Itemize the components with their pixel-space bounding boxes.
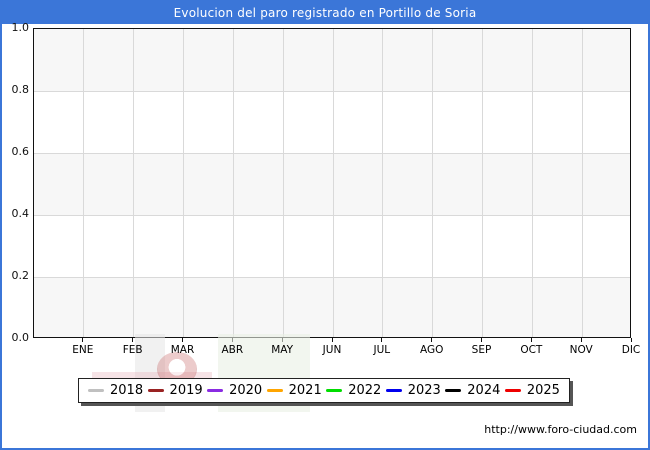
gridline-vertical xyxy=(183,29,184,337)
gridline-vertical xyxy=(332,29,334,337)
legend-swatch xyxy=(326,389,343,392)
legend: 2018 2019 2020 2021 2022 2023 2024 2025 xyxy=(78,378,570,403)
gridline-horizontal xyxy=(34,90,630,92)
x-axis-month-label: DIC xyxy=(621,344,641,356)
legend-year-label: 2025 xyxy=(526,383,560,398)
x-axis-tick xyxy=(281,338,283,342)
legend-item: 2021 xyxy=(266,383,322,398)
y-axis-tick-label: 0.0 xyxy=(11,331,30,344)
gridline-horizontal xyxy=(34,276,630,278)
gridline-vertical xyxy=(83,29,85,337)
gridline-vertical xyxy=(133,29,135,337)
x-axis-month-label: JUL xyxy=(373,344,391,356)
x-axis-month-label: ENE xyxy=(72,344,94,356)
x-axis-month-label: ABR xyxy=(221,344,244,356)
x-axis-tick xyxy=(530,338,532,342)
x-axis-month-label: AGO xyxy=(419,344,444,356)
plot-area xyxy=(33,28,631,338)
gridline-vertical xyxy=(382,29,384,337)
legend-swatch xyxy=(266,389,283,392)
x-axis-tick xyxy=(381,338,383,342)
legend-item: 2022 xyxy=(326,383,381,398)
gridline-vertical xyxy=(482,29,483,337)
gridline-vertical xyxy=(432,29,434,337)
legend-swatch xyxy=(88,389,104,392)
y-axis-tick-label: 1.0 xyxy=(11,21,30,34)
title-bar: Evolucion del paro registrado en Portill… xyxy=(2,2,648,24)
x-axis-month-label: NOV xyxy=(569,344,593,356)
legend-item: 2020 xyxy=(207,383,262,398)
legend-item: 2019 xyxy=(147,383,203,398)
legend-swatch xyxy=(504,389,521,392)
legend-year-label: 2020 xyxy=(229,383,263,398)
gridline-horizontal xyxy=(34,152,630,154)
legend-year-label: 2021 xyxy=(288,383,322,398)
legend-item: 2024 xyxy=(445,383,500,398)
legend-item: 2018 xyxy=(88,383,143,398)
x-axis-tick xyxy=(431,338,433,342)
gridline-vertical xyxy=(232,29,234,337)
x-axis-month-label: OCT xyxy=(520,344,543,356)
x-axis-tick xyxy=(481,338,482,342)
x-axis-month-label: MAR xyxy=(170,344,195,356)
legend-swatch xyxy=(385,389,402,392)
x-axis-tick xyxy=(331,338,333,342)
legend-swatch xyxy=(147,389,164,392)
x-axis-tick xyxy=(580,338,582,342)
x-axis-month-label: FEB xyxy=(122,344,143,356)
legend-swatch xyxy=(445,389,462,392)
legend-year-label: 2023 xyxy=(407,383,441,398)
chart-title: Evolucion del paro registrado en Portill… xyxy=(173,6,477,20)
legend-year-label: 2022 xyxy=(348,383,382,398)
legend-year-label: 2018 xyxy=(110,383,144,398)
gridline-vertical xyxy=(282,29,284,337)
y-axis-tick-label: 0.6 xyxy=(11,145,30,158)
x-axis-tick xyxy=(630,338,632,342)
legend-year-label: 2019 xyxy=(169,383,203,398)
legend-swatch xyxy=(207,389,224,392)
footer-url[interactable]: http://www.foro-ciudad.com xyxy=(484,423,637,436)
x-axis-tick xyxy=(231,338,233,342)
gridline-horizontal xyxy=(34,214,630,216)
legend-item: 2025 xyxy=(504,383,560,398)
gridline-vertical xyxy=(531,29,533,337)
x-axis-month-label: MAY xyxy=(271,344,294,356)
x-axis-tick xyxy=(132,338,134,342)
x-axis-month-label: SEP xyxy=(471,344,492,356)
gridline-vertical xyxy=(581,29,583,337)
y-axis-tick-label: 0.8 xyxy=(11,83,30,96)
x-axis-month-label: JUN xyxy=(322,344,342,356)
legend-year-label: 2024 xyxy=(467,383,501,398)
legend-item: 2023 xyxy=(385,383,441,398)
y-axis-tick-label: 0.4 xyxy=(11,207,30,220)
x-axis-tick xyxy=(182,338,183,342)
y-axis-tick-label: 0.2 xyxy=(11,269,30,282)
x-axis-tick xyxy=(82,338,84,342)
